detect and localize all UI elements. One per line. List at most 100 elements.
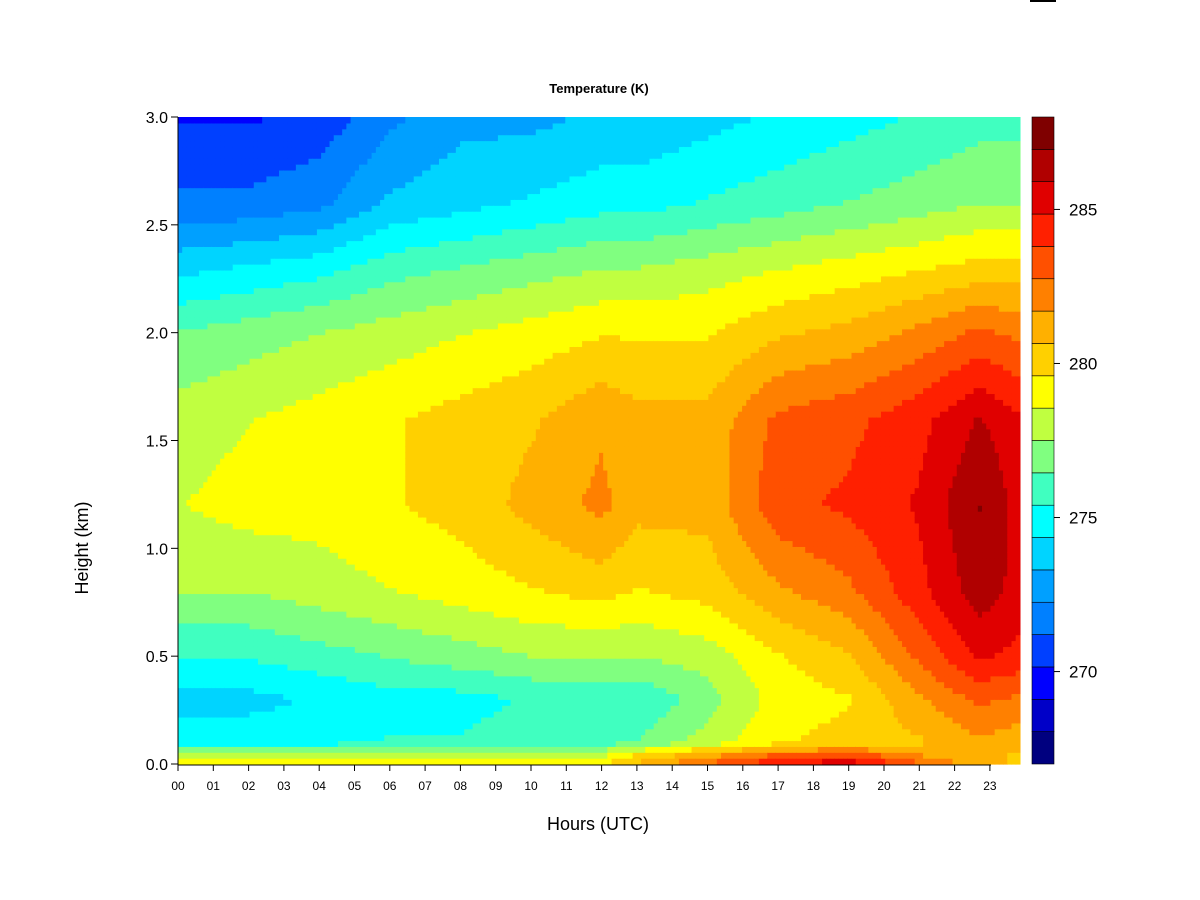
- heatmap-cell: [316, 411, 322, 418]
- heatmap-cell: [253, 669, 259, 677]
- heatmap-cell: [266, 164, 272, 171]
- heatmap-cell: [367, 493, 373, 500]
- heatmap-cell: [359, 216, 364, 224]
- heatmap-cell: [337, 428, 343, 436]
- heatmap-cell: [304, 440, 310, 447]
- heatmap-cell: [279, 387, 284, 395]
- heatmap-cell: [262, 440, 267, 447]
- heatmap-cell: [287, 440, 293, 447]
- heatmap-cell: [325, 758, 331, 765]
- heatmap-cell: [190, 499, 196, 506]
- heatmap-cell: [321, 411, 326, 418]
- heatmap-cell: [325, 752, 331, 759]
- heatmap-cell: [308, 640, 314, 647]
- heatmap-cell: [182, 558, 188, 565]
- heatmap-cell: [262, 487, 267, 495]
- heatmap-cell: [333, 375, 339, 383]
- heatmap-cell: [295, 216, 301, 224]
- heatmap-cell: [308, 693, 314, 700]
- heatmap-cell: [283, 728, 289, 736]
- heatmap-cell: [190, 181, 196, 189]
- heatmap-cell: [232, 587, 238, 595]
- heatmap-cell: [245, 175, 251, 183]
- heatmap-cell: [291, 175, 297, 183]
- heatmap-cell: [245, 681, 251, 689]
- heatmap-cell: [241, 540, 246, 547]
- heatmap-cell: [350, 705, 356, 712]
- heatmap-cell: [342, 205, 347, 212]
- heatmap-cell: [291, 411, 297, 418]
- heatmap-cell: [182, 299, 188, 306]
- heatmap-cell: [220, 399, 225, 406]
- heatmap-cell: [203, 587, 209, 595]
- heatmap-cell: [203, 487, 209, 495]
- heatmap-cell: [190, 446, 196, 453]
- heatmap-cell: [321, 440, 326, 447]
- heatmap-cell: [228, 758, 234, 765]
- heatmap-cell: [308, 564, 314, 571]
- heatmap-cell: [363, 264, 369, 271]
- heatmap-cell: [215, 487, 221, 495]
- heatmap-cell: [262, 187, 267, 195]
- heatmap-cell: [203, 581, 209, 589]
- heatmap-cell: [308, 293, 314, 300]
- heatmap-cell: [291, 152, 297, 159]
- heatmap-cell: [325, 552, 331, 559]
- heatmap-cell: [291, 622, 297, 630]
- heatmap-cell: [274, 752, 280, 759]
- heatmap-cell: [304, 328, 310, 336]
- heatmap-cell: [262, 364, 267, 371]
- heatmap-cell: [249, 399, 255, 406]
- heatmap-cell: [190, 599, 196, 606]
- heatmap-cell: [274, 134, 280, 142]
- heatmap-cell: [329, 593, 335, 600]
- heatmap-cell: [245, 616, 251, 624]
- heatmap-cell: [308, 281, 314, 289]
- heatmap-cell: [274, 328, 280, 336]
- heatmap-cell: [325, 399, 331, 406]
- heatmap-cell: [342, 158, 347, 165]
- heatmap-cell: [257, 558, 263, 565]
- heatmap-cell: [308, 181, 314, 189]
- heatmap-cell: [186, 746, 192, 753]
- heatmap-cell: [203, 205, 209, 212]
- heatmap-cell: [325, 128, 331, 136]
- heatmap-cell: [266, 293, 272, 300]
- heatmap-cell: [224, 134, 230, 142]
- heatmap-cell: [342, 364, 347, 371]
- heatmap-cell: [337, 605, 343, 612]
- heatmap-cell: [182, 746, 188, 753]
- heatmap-cell: [350, 458, 356, 465]
- heatmap-cell: [194, 534, 200, 542]
- heatmap-cell: [211, 552, 217, 559]
- heatmap-cell: [279, 446, 284, 453]
- heatmap-cell: [262, 152, 267, 159]
- heatmap-cell: [199, 393, 204, 400]
- heatmap-cell: [333, 252, 339, 259]
- heatmap-cell: [300, 187, 305, 195]
- heatmap-cell: [253, 716, 259, 724]
- heatmap-cell: [207, 575, 213, 583]
- heatmap-cell: [245, 664, 251, 671]
- heatmap-cell: [178, 381, 183, 389]
- heatmap-cell: [236, 258, 242, 265]
- heatmap-cell: [270, 669, 276, 677]
- heatmap-cell: [287, 369, 293, 377]
- chart-title: Temperature (K): [549, 81, 648, 96]
- heatmap-cell: [228, 311, 234, 318]
- heatmap-cell: [220, 540, 225, 547]
- heatmap-cell: [232, 699, 238, 706]
- heatmap-cell: [312, 469, 318, 477]
- heatmap-cell: [283, 528, 289, 536]
- heatmap-cell: [363, 246, 369, 253]
- heatmap-cell: [236, 281, 242, 289]
- heatmap-cell: [329, 305, 335, 312]
- heatmap-cell: [186, 128, 192, 136]
- heatmap-cell: [321, 511, 326, 518]
- heatmap-cell: [211, 258, 217, 265]
- heatmap-cell: [342, 758, 347, 765]
- heatmap-cell: [220, 740, 225, 747]
- heatmap-cell: [308, 587, 314, 595]
- heatmap-cell: [257, 734, 263, 742]
- heatmap-cell: [329, 293, 335, 300]
